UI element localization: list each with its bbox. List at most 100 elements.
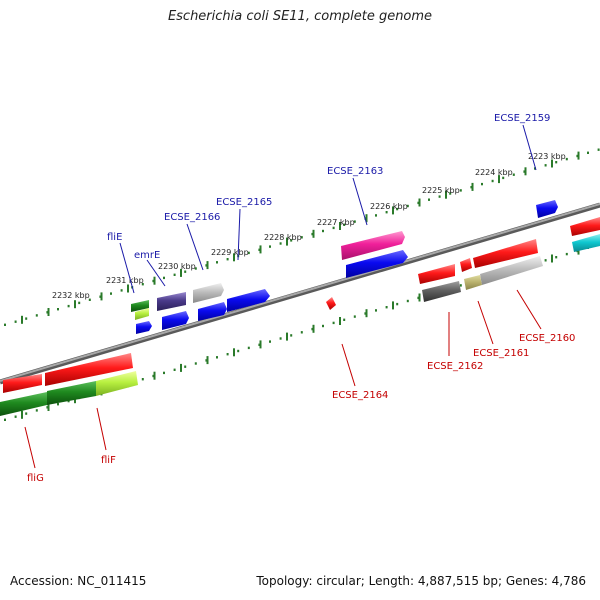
gene-label-fliE[interactable]: fliE: [107, 232, 122, 243]
gene-label-emrE[interactable]: emrE: [134, 250, 160, 261]
scale-tick: [471, 182, 474, 191]
scale-dot: [353, 220, 356, 223]
scale-dot: [322, 324, 324, 328]
gene-arrow[interactable]: [157, 292, 186, 311]
scale-dot: [279, 242, 282, 245]
scale-label: 2228 kbp: [264, 233, 302, 242]
scale-labels: 2232 kbp 2231 kbp 2230 kbp 2229 kbp 2228…: [52, 152, 566, 300]
gene-label-ECSE_2164[interactable]: ECSE_2164: [332, 390, 388, 401]
gene-arrow[interactable]: [96, 371, 138, 396]
scale-tick: [551, 159, 553, 168]
scale-dot: [544, 259, 547, 262]
scale-tick: [365, 214, 368, 223]
scale-dot: [46, 311, 49, 314]
scale-dot: [576, 154, 579, 158]
gene-arrow[interactable]: [131, 300, 149, 312]
scale-tick: [286, 237, 288, 246]
scale-dot: [269, 340, 271, 343]
scale-tick: [206, 261, 209, 270]
scale-dot: [152, 374, 155, 378]
scale-dot: [396, 207, 399, 211]
scale-dot: [481, 182, 483, 186]
scale-dot: [523, 170, 526, 173]
gene-arrow[interactable]: [422, 281, 461, 302]
gene-label-ECSE_2159[interactable]: ECSE_2159: [494, 113, 550, 124]
scale-dot: [258, 343, 261, 346]
scale-dot: [247, 346, 250, 350]
gene-arrow[interactable]: [572, 234, 600, 252]
scale-tick: [153, 276, 156, 285]
scale-dot: [14, 320, 17, 323]
gene-arrow[interactable]: [341, 231, 405, 260]
gene-label-ECSE_2162[interactable]: ECSE_2162: [427, 361, 483, 372]
scale-dot: [555, 256, 558, 259]
upper-scale-line: [4, 148, 600, 326]
scale-tick: [312, 324, 315, 333]
gene-arrow[interactable]: [473, 239, 538, 268]
gene-label-fliF[interactable]: fliF: [101, 455, 116, 466]
scale-dot: [205, 359, 208, 362]
scale-dot: [459, 189, 462, 192]
gene-arrow[interactable]: [536, 200, 558, 218]
gene-arrow[interactable]: [0, 392, 47, 416]
scale-dot: [25, 412, 28, 415]
gene-arrow[interactable]: [198, 302, 227, 321]
scale-dot: [322, 229, 324, 233]
scale-tick: [286, 332, 288, 341]
scale-dot: [184, 270, 187, 273]
scale-dot: [364, 312, 367, 315]
gene-arrow[interactable]: [418, 264, 455, 284]
scale-dot: [332, 321, 335, 325]
gene-arrow[interactable]: [136, 321, 152, 334]
scale-tick: [153, 371, 156, 380]
scale-dot: [25, 317, 28, 320]
scale-dot: [141, 283, 144, 286]
gene-arrow[interactable]: [47, 381, 96, 405]
scale-dot: [216, 356, 218, 359]
gene-arrow[interactable]: [346, 250, 408, 278]
gene-arrow[interactable]: [135, 308, 149, 320]
gene-arrow[interactable]: [460, 258, 472, 272]
gene-arrow[interactable]: [162, 311, 189, 330]
scale-tick: [577, 151, 580, 160]
gene-label-ECSE_2163[interactable]: ECSE_2163: [327, 166, 383, 177]
scale-tick: [418, 198, 421, 207]
gene-arrow[interactable]: [227, 289, 270, 312]
scale-dot: [88, 298, 91, 301]
scale-dot: [332, 226, 335, 230]
gene-arrow[interactable]: [45, 353, 133, 386]
gene-label-ECSE_2166[interactable]: ECSE_2166: [164, 212, 220, 223]
scale-dot: [502, 176, 505, 180]
scale-dot: [343, 223, 346, 226]
scale-label: 2230 kbp: [158, 262, 196, 271]
scale-dot: [406, 299, 409, 303]
scale-tick: [233, 253, 235, 262]
gene-arrow[interactable]: [480, 256, 543, 285]
scale-dot: [353, 315, 356, 318]
scale-dot: [343, 318, 346, 321]
scale-dot: [35, 409, 38, 412]
scale-dot: [311, 327, 314, 331]
scale-dot: [587, 151, 589, 154]
scale-dot: [375, 214, 377, 217]
gene-arrow[interactable]: [193, 283, 224, 303]
scale-dot: [67, 304, 70, 308]
gene-arrow[interactable]: [3, 374, 42, 393]
scale-dot: [110, 292, 112, 295]
scale-dot: [194, 362, 197, 365]
gene-arrow[interactable]: [570, 217, 600, 236]
gene-label-ECSE_2161[interactable]: ECSE_2161: [473, 348, 529, 359]
scale-dot: [35, 314, 38, 317]
gene-label-fliG[interactable]: fliG: [27, 473, 44, 484]
scale-dot: [120, 289, 123, 292]
scale-dot: [163, 276, 165, 280]
scale-dot: [300, 236, 303, 239]
gene-label-ECSE_2160[interactable]: ECSE_2160: [519, 333, 575, 344]
gene-arrow[interactable]: [464, 275, 482, 290]
label-leader-lines: [24, 124, 542, 469]
scale-dot: [46, 406, 49, 409]
gene-arrow[interactable]: [326, 297, 336, 310]
scale-label: 2229 kbp: [211, 248, 249, 257]
gene-label-ECSE_2165[interactable]: ECSE_2165: [216, 197, 272, 208]
scale-dot: [99, 295, 102, 298]
